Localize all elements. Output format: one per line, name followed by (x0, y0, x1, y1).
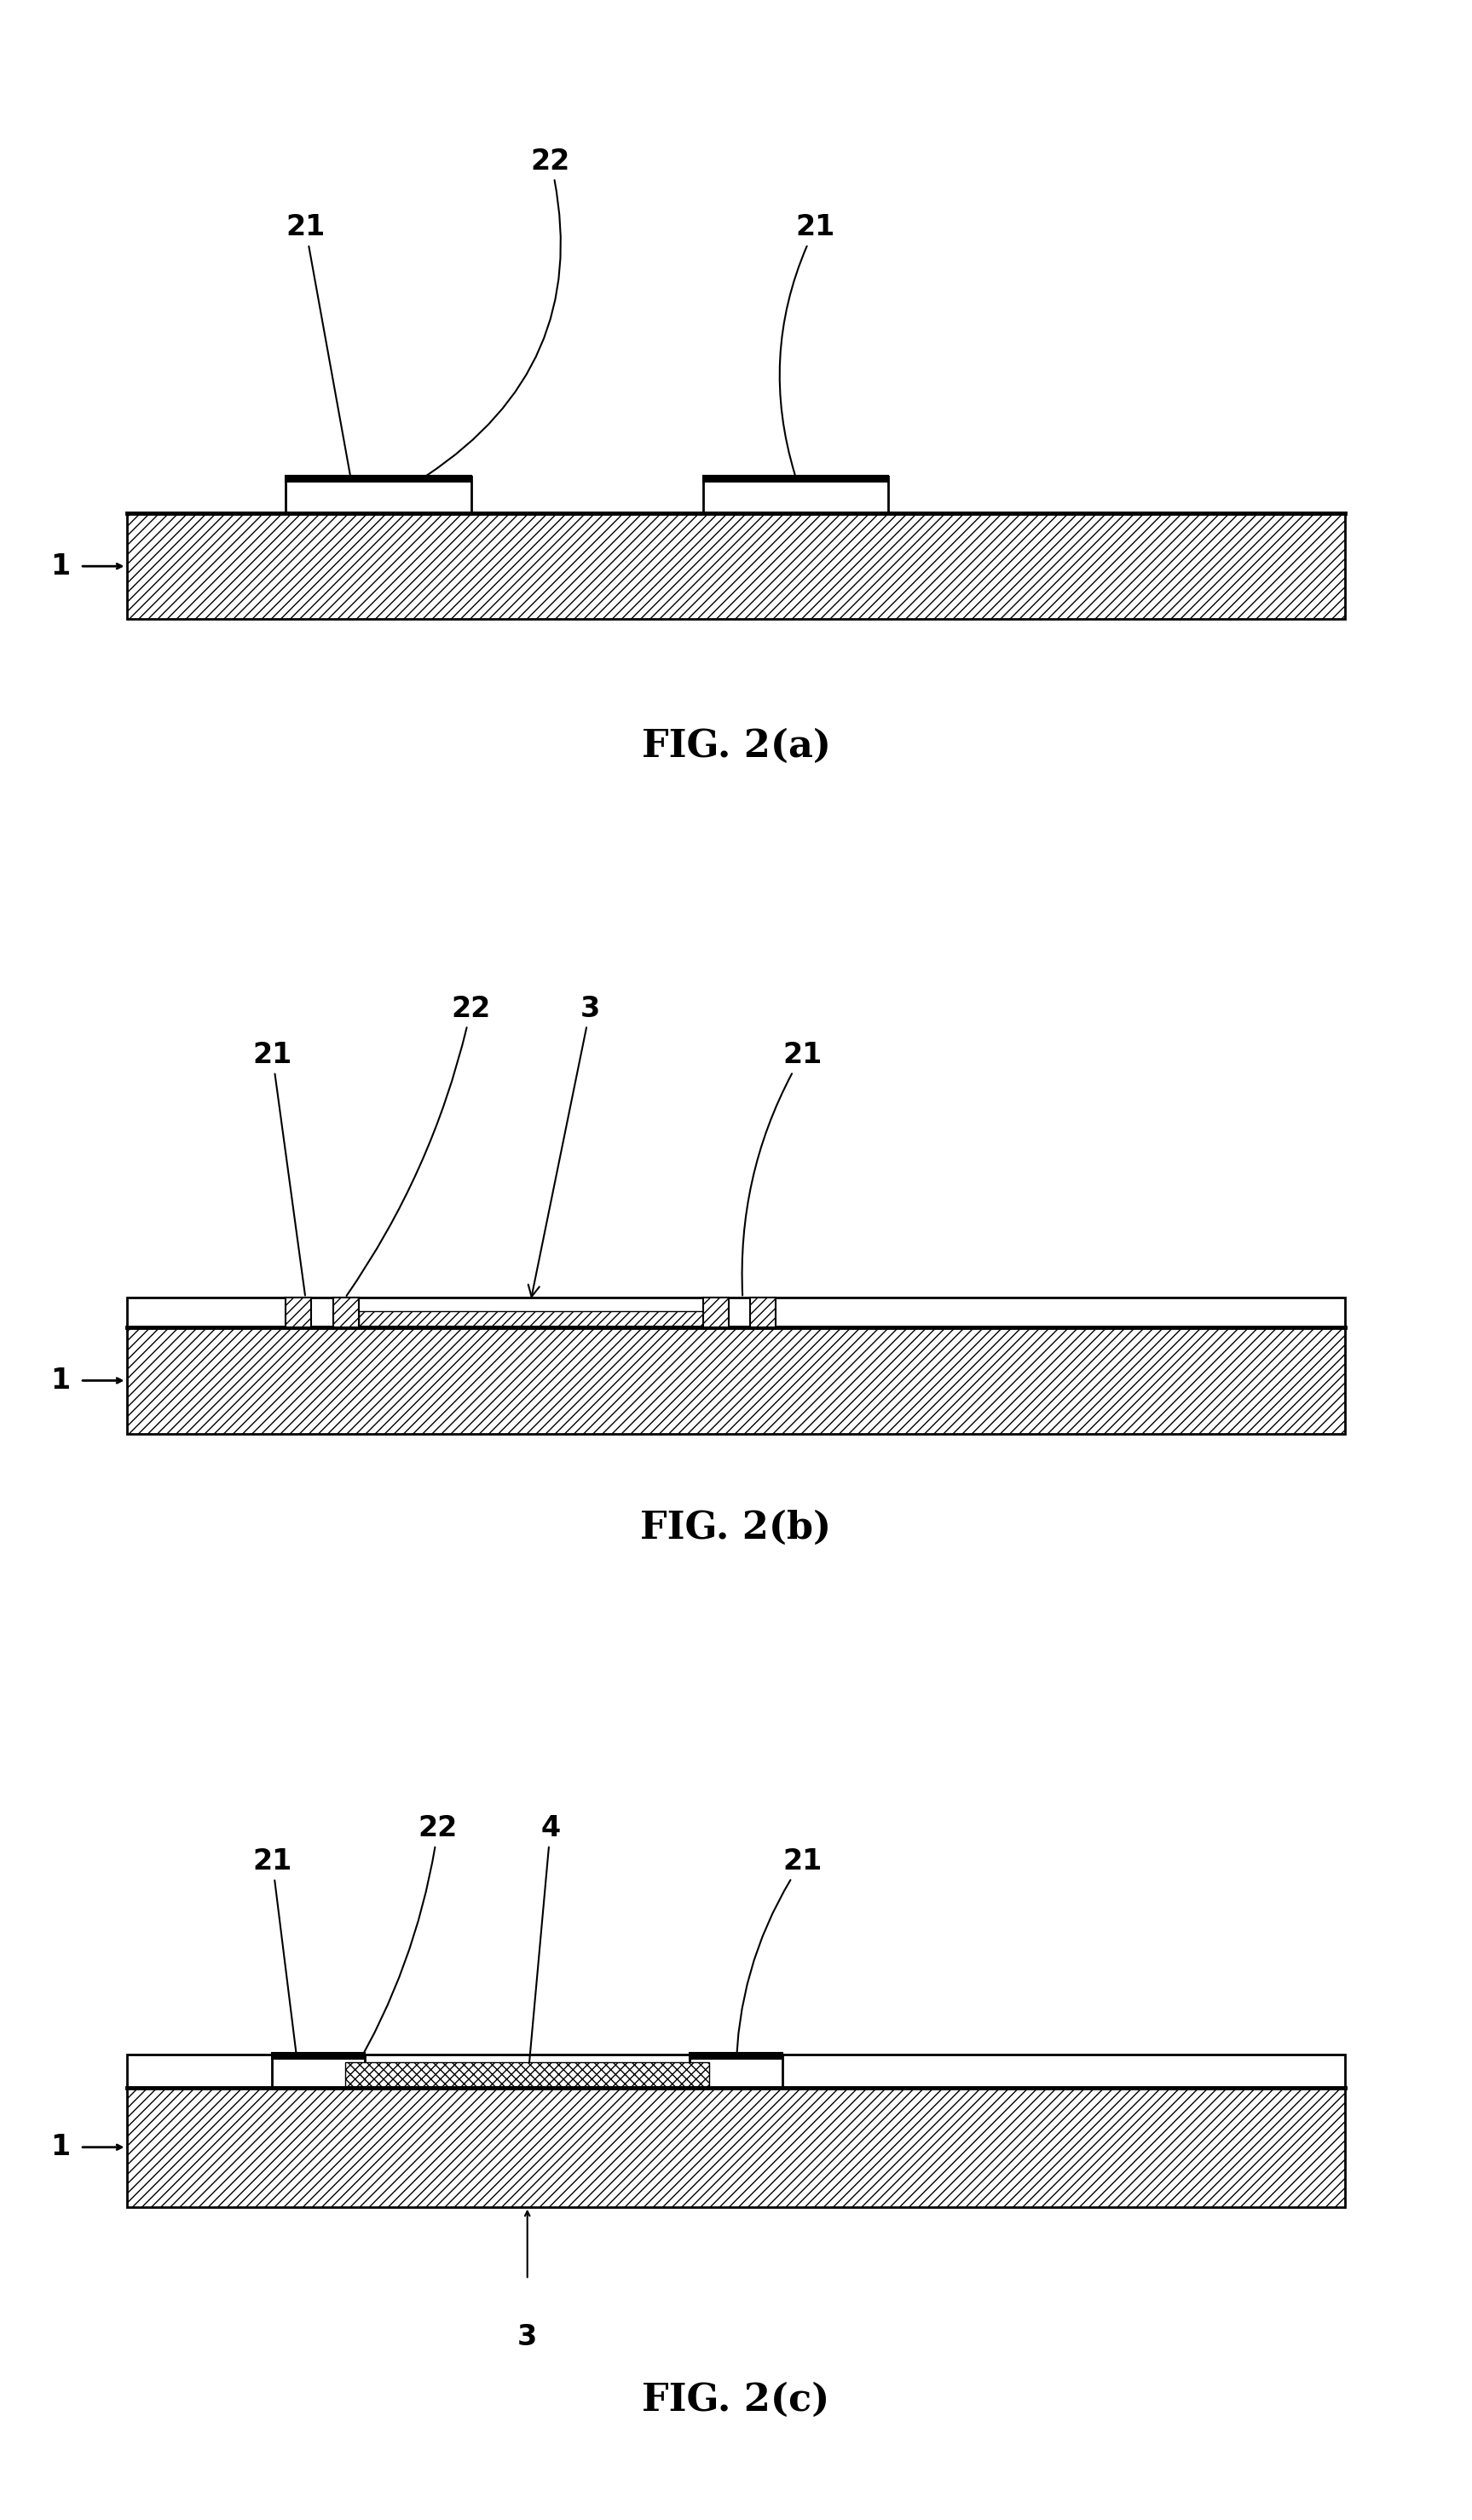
Text: 3: 3 (518, 2323, 537, 2351)
Text: FIG. 2(c): FIG. 2(c) (642, 2381, 830, 2419)
Bar (127, 514, 1345, 620)
Bar (346, 2061, 710, 2087)
Text: FIG. 2(b): FIG. 2(b) (640, 1509, 832, 1547)
Bar (704, 476, 889, 481)
Text: 21: 21 (736, 1847, 821, 2071)
Text: 1: 1 (50, 1366, 71, 1394)
Bar (359, 1310, 704, 1328)
Text: 21: 21 (253, 1041, 305, 1295)
Bar (286, 1298, 311, 1328)
Bar (127, 2087, 1345, 2208)
Text: 21: 21 (742, 1041, 821, 1295)
Bar (127, 2054, 1345, 2087)
Bar (690, 2054, 783, 2059)
Text: 21: 21 (253, 1847, 299, 2071)
Bar (704, 1298, 729, 1328)
Text: 22: 22 (427, 146, 570, 476)
Bar (286, 476, 471, 514)
Bar (127, 1298, 1345, 1328)
Bar (272, 2054, 365, 2059)
Text: 1: 1 (50, 552, 71, 580)
Bar (127, 1328, 1345, 1434)
Bar (704, 476, 889, 514)
Text: 4: 4 (523, 1814, 561, 2079)
Text: 22: 22 (353, 1814, 458, 2071)
Text: 21: 21 (286, 214, 350, 474)
Bar (333, 1298, 359, 1328)
Bar (690, 2054, 783, 2087)
Bar (286, 476, 471, 481)
Text: 3: 3 (528, 995, 601, 1298)
Bar (272, 2054, 365, 2087)
Bar (751, 1298, 776, 1328)
Text: 22: 22 (346, 995, 490, 1295)
Text: FIG. 2(a): FIG. 2(a) (642, 728, 830, 766)
Text: 1: 1 (50, 2132, 71, 2162)
Text: 21: 21 (780, 214, 835, 474)
